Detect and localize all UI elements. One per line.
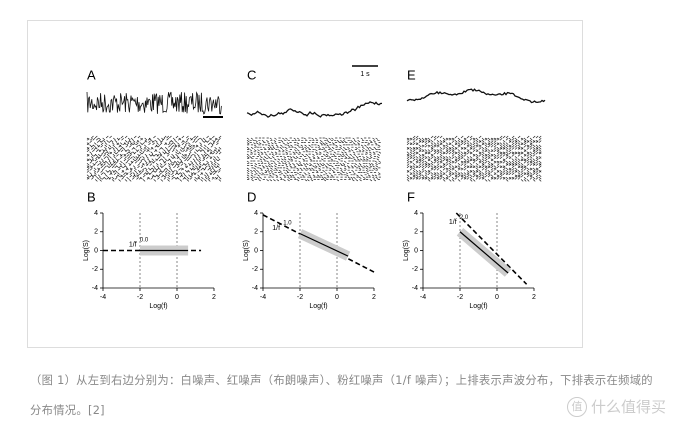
fit-line bbox=[262, 214, 375, 273]
y-tick-label: -4 bbox=[92, 285, 98, 292]
panel-label: F bbox=[407, 189, 415, 204]
y-tick-label: -2 bbox=[412, 266, 418, 273]
annotation-exponent: 2.0 bbox=[460, 215, 469, 221]
x-tick-label: 0 bbox=[335, 294, 339, 301]
noise-trace bbox=[406, 88, 546, 104]
panel-label: E bbox=[407, 67, 416, 82]
panel-label: B bbox=[87, 189, 96, 204]
y-tick-label: 2 bbox=[414, 229, 418, 236]
x-tick-label: 2 bbox=[532, 294, 536, 301]
raster bbox=[86, 135, 222, 182]
y-tick-label: 4 bbox=[254, 210, 258, 217]
x-tick-label: -4 bbox=[100, 294, 106, 301]
annotation: 1/f bbox=[129, 242, 137, 249]
panel-label: D bbox=[247, 189, 256, 204]
x-axis-label: Log(f) bbox=[309, 303, 327, 310]
y-axis-label: Log(S) bbox=[83, 240, 90, 261]
x-tick-label: -4 bbox=[420, 294, 426, 301]
x-tick-label: -2 bbox=[137, 294, 143, 301]
raster bbox=[406, 135, 542, 182]
noise-trace bbox=[246, 101, 383, 118]
watermark-text: 什么值得买 bbox=[590, 398, 666, 416]
y-tick-label: -2 bbox=[252, 266, 258, 273]
watermark-icon: 值 bbox=[566, 396, 587, 417]
x-axis-label: Log(f) bbox=[149, 303, 167, 310]
y-tick-label: 0 bbox=[414, 247, 418, 254]
x-tick-label: -2 bbox=[457, 294, 463, 301]
y-tick-label: -4 bbox=[412, 285, 418, 292]
y-tick-label: 4 bbox=[94, 210, 98, 217]
annotation-exponent: 1.0 bbox=[283, 221, 292, 227]
data-line bbox=[299, 233, 349, 257]
y-axis-label: Log(S) bbox=[243, 240, 250, 261]
raster bbox=[246, 137, 382, 182]
panel-label: C bbox=[247, 67, 256, 82]
y-tick-label: 2 bbox=[94, 229, 98, 236]
fit-line bbox=[455, 212, 528, 285]
watermark: 值什么值得买 bbox=[566, 396, 666, 417]
x-tick-label: -4 bbox=[260, 294, 266, 301]
caption: （图 1）从左到右边分别为：白噪声、红噪声（布朗噪声）、粉红噪声（1/f 噪声）… bbox=[30, 374, 653, 417]
noise-trace bbox=[86, 91, 222, 115]
annotation: 1/f bbox=[272, 225, 280, 232]
x-tick-label: 2 bbox=[212, 294, 216, 301]
panel-label: A bbox=[87, 67, 96, 82]
x-tick-label: 0 bbox=[495, 294, 499, 301]
x-tick-label: -2 bbox=[297, 294, 303, 301]
y-tick-label: 0 bbox=[254, 247, 258, 254]
x-tick-label: 0 bbox=[175, 294, 179, 301]
y-tick-label: 2 bbox=[254, 229, 258, 236]
data-line bbox=[459, 231, 509, 274]
y-axis-label: Log(S) bbox=[403, 240, 410, 261]
figure-frame bbox=[27, 20, 583, 348]
y-tick-label: -2 bbox=[92, 266, 98, 273]
y-tick-label: 4 bbox=[414, 210, 418, 217]
y-tick-label: 0 bbox=[94, 247, 98, 254]
x-tick-label: 2 bbox=[372, 294, 376, 301]
annotation-exponent: 0.0 bbox=[140, 237, 149, 243]
x-axis-label: Log(f) bbox=[469, 303, 487, 310]
annotation: 1/f bbox=[449, 219, 457, 226]
y-tick-label: -4 bbox=[252, 285, 258, 292]
scale-label: 1 s bbox=[360, 71, 370, 78]
